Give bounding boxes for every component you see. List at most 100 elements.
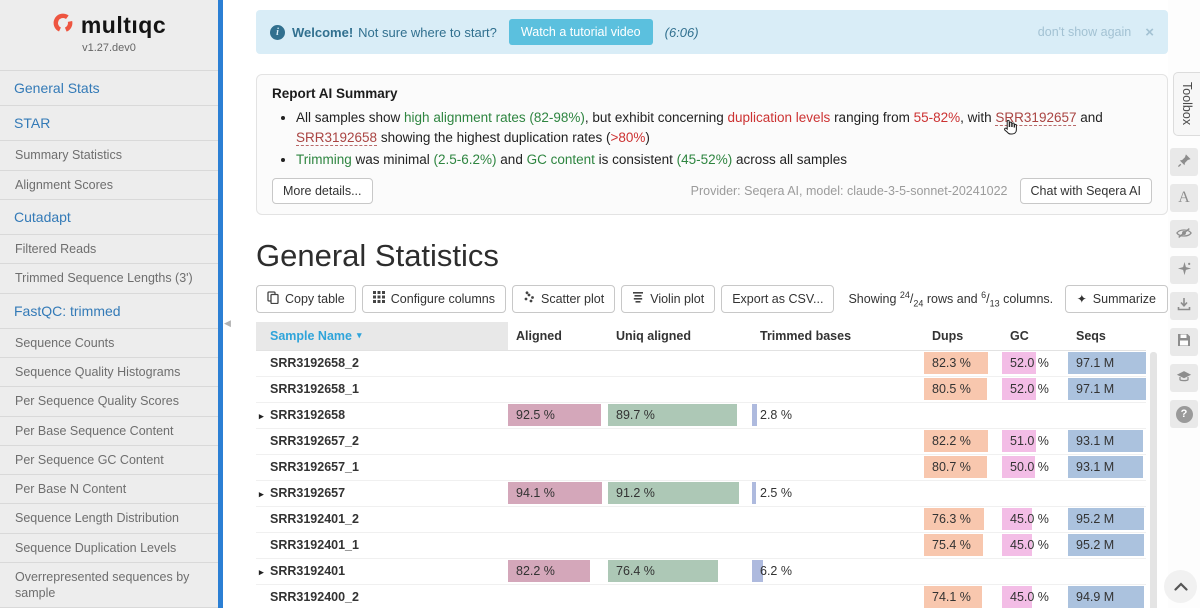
configure-columns-button[interactable]: Configure columns — [361, 284, 506, 313]
sample-name-cell[interactable]: SRR3192657_1 — [270, 459, 359, 474]
expand-row-icon[interactable]: ▸ — [259, 488, 264, 499]
table-header-row: Sample Name ▾ Aligned Uniq aligned Trimmed b… — [256, 321, 1146, 351]
sidebar-item-star[interactable]: STAR — [0, 106, 218, 142]
report-ai-summary: Report AI Summary All samples show high … — [256, 74, 1168, 215]
gc-cell: 52.0 % — [1002, 351, 1068, 376]
sample-link[interactable]: SRR3192658 — [296, 129, 378, 146]
sample-name-cell[interactable]: SRR3192401_2 — [270, 511, 359, 526]
violin-plot-button[interactable]: Violin plot — [621, 284, 716, 313]
table-scrollbar[interactable] — [1150, 351, 1157, 608]
sample-name-cell[interactable]: ▸ SRR3192658 — [256, 403, 508, 428]
sample-name-cell[interactable]: SRR3192401_1 — [270, 537, 359, 552]
dont-show-again-link[interactable]: don't show again — [1037, 25, 1132, 39]
sidebar-item-filtered-reads[interactable]: Filtered Reads — [0, 235, 218, 265]
hide-samples-button[interactable] — [1170, 220, 1198, 248]
sample-name-cell[interactable]: ▸ SRR3192401 — [256, 559, 508, 584]
dups-cell: 74.1 % — [924, 585, 1002, 608]
summarize-button[interactable]: ✦ Summarize — [1064, 284, 1168, 313]
sample-name-cell[interactable]: SRR3192400_2 — [270, 589, 359, 604]
sidebar-item-sequence-duplication-levels[interactable]: Sequence Duplication Levels — [0, 534, 218, 563]
table-row: ▸ SRR3192658 92.5 % 89.7 % 2.8 % — [256, 402, 1146, 429]
toolbox-tab[interactable]: Toolbox — [1173, 72, 1200, 136]
ai-text-segment: high alignment rates (82-98%) — [404, 110, 585, 125]
seqs-cell — [1068, 559, 1146, 584]
gc-cell — [1002, 559, 1068, 584]
toolbox-sidebar: Toolbox A? — [1164, 0, 1200, 608]
sparkle-icon: ✦ — [1076, 291, 1087, 306]
sidebar-item-per-base-n-content[interactable]: Per Base N Content — [0, 475, 218, 505]
sample-name-cell[interactable]: ▸ SRR3192657 — [256, 481, 508, 506]
gc-cell: 52.0 % — [1002, 377, 1068, 402]
seqs-cell: 95.2 M — [1068, 533, 1146, 558]
sidebar-item-alignment-scores[interactable]: Alignment Scores — [0, 171, 218, 200]
aligned-cell — [508, 429, 608, 454]
column-header-gc[interactable]: GC — [1010, 328, 1029, 343]
dups-cell — [924, 403, 1002, 428]
expand-row-icon[interactable]: ▸ — [259, 566, 264, 577]
copy-table-button[interactable]: Copy table — [256, 284, 356, 313]
column-header-dups[interactable]: Dups — [932, 328, 964, 343]
gc-cell — [1002, 403, 1068, 428]
gc-cell: 51.0 % — [1002, 429, 1068, 454]
sidebar-item-summary-statistics[interactable]: Summary Statistics — [0, 141, 218, 171]
gc-data-bar — [1002, 507, 1032, 530]
sidebar-item-sequence-quality-histograms[interactable]: Sequence Quality Histograms — [0, 358, 218, 388]
ai-text-segment: was minimal — [351, 151, 434, 167]
ai-text-segment: and — [496, 151, 527, 167]
column-header-aligned[interactable]: Aligned — [516, 328, 562, 343]
expand-row-icon[interactable]: ▸ — [259, 410, 264, 421]
sidebar-resize-handle[interactable] — [218, 0, 223, 608]
download-icon — [1177, 297, 1191, 315]
column-header-sample-name[interactable]: Sample Name ▾ — [256, 321, 508, 350]
column-header-uniq-aligned[interactable]: Uniq aligned — [616, 328, 691, 343]
tutorial-button[interactable] — [1170, 364, 1198, 392]
ai-text-segment: duplication levels — [727, 110, 831, 125]
sidebar-item-per-sequence-gc-content[interactable]: Per Sequence GC Content — [0, 446, 218, 475]
highlight-samples-button[interactable]: A — [1170, 184, 1198, 212]
sample-link[interactable]: SRR3192657 — [995, 110, 1077, 126]
sidebar-item-sequence-length-distribution[interactable]: Sequence Length Distribution — [0, 504, 218, 534]
aligned-cell — [508, 507, 608, 532]
seqs-data-bar — [1068, 351, 1146, 374]
gc-data-bar — [1002, 455, 1035, 478]
sidebar-item-cutadapt[interactable]: Cutadapt — [0, 200, 218, 236]
trimmed-cell — [752, 455, 924, 480]
sidebar-collapse-icon[interactable]: ◀ — [224, 318, 231, 328]
save-button[interactable] — [1170, 328, 1198, 356]
aligned-data-bar — [508, 403, 601, 426]
grid-icon — [372, 291, 385, 306]
multiqc-logo-icon — [52, 12, 74, 39]
sample-name-cell[interactable]: SRR3192658_1 — [270, 381, 359, 396]
sample-name-cell[interactable]: SRR3192658_2 — [270, 355, 359, 370]
seqs-data-bar — [1068, 455, 1143, 478]
seqs-cell — [1068, 403, 1146, 428]
scroll-to-top-button[interactable] — [1164, 570, 1197, 603]
gc-cell: 45.0 % — [1002, 533, 1068, 558]
chat-with-seqera-button[interactable]: Chat with Seqera AI — [1019, 177, 1152, 204]
close-icon[interactable]: × — [1145, 23, 1154, 41]
watch-tutorial-button[interactable]: Watch a tutorial video — [508, 19, 653, 45]
sidebar-item-per-sequence-quality-scores[interactable]: Per Sequence Quality Scores — [0, 387, 218, 417]
column-header-seqs[interactable]: Seqs — [1076, 328, 1106, 343]
export-as-csv--button[interactable]: Export as CSV... — [721, 284, 835, 313]
sidebar-item-trimmed-sequence-lengths-3-[interactable]: Trimmed Sequence Lengths (3') — [0, 264, 218, 294]
scatter-plot-button[interactable]: Scatter plot — [511, 284, 616, 313]
hide-samples-icon — [1176, 226, 1192, 243]
dups-data-bar — [924, 585, 982, 608]
sidebar-item-general-stats[interactable]: General Stats — [0, 71, 218, 107]
gc-data-bar — [1002, 585, 1032, 608]
sidebar-item-sequence-counts[interactable]: Sequence Counts — [0, 329, 218, 358]
ai-sparkle-button[interactable] — [1170, 256, 1198, 284]
more-details-button[interactable]: More details... — [272, 177, 373, 204]
download-button[interactable] — [1170, 292, 1198, 320]
sidebar-item-per-base-sequence-content[interactable]: Per Base Sequence Content — [0, 417, 218, 446]
sidebar-item-overrepresented-sequences-by-sample[interactable]: Overrepresented sequences by sample — [0, 563, 218, 608]
sidebar-item-fastqc-trimmed[interactable]: FastQC: trimmed — [0, 294, 218, 329]
pin-button[interactable] — [1170, 148, 1198, 176]
help-button[interactable]: ? — [1170, 400, 1198, 428]
violin-icon — [632, 291, 644, 306]
aligned-cell — [508, 455, 608, 480]
column-header-trimmed-bases[interactable]: Trimmed bases — [760, 328, 852, 343]
sample-name-cell[interactable]: SRR3192657_2 — [270, 433, 359, 448]
